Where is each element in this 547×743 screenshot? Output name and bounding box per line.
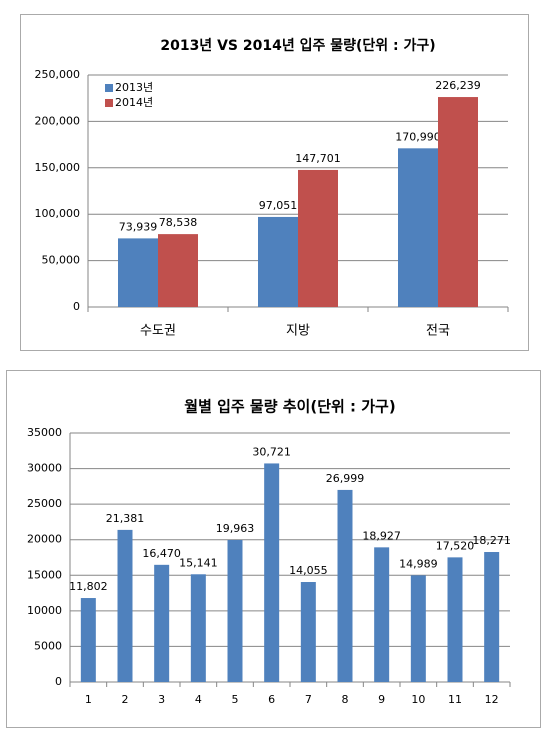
data-label: 170,990 — [395, 130, 441, 143]
data-label: 97,051 — [259, 199, 298, 212]
y-tick-label: 5000 — [34, 639, 62, 652]
data-label: 19,963 — [216, 522, 255, 535]
legend-label: 2014년 — [115, 96, 153, 109]
chart-title: 월별 입주 물량 추이(단위 : 가구) — [184, 398, 395, 416]
chart-title: 2013년 VS 2014년 입주 물량(단위 : 가구) — [160, 37, 435, 54]
data-label: 226,239 — [435, 79, 481, 92]
bar — [398, 148, 438, 307]
x-tick-label: 10 — [411, 693, 425, 706]
legend-swatch — [105, 99, 113, 107]
y-tick-label: 50,000 — [42, 254, 81, 267]
data-label: 15,141 — [179, 556, 218, 569]
x-tick-label: 7 — [305, 693, 312, 706]
y-tick-label: 150,000 — [35, 161, 81, 174]
bar — [118, 238, 158, 307]
data-label: 16,470 — [142, 547, 181, 560]
x-tick-label: 5 — [232, 693, 239, 706]
x-tick-label: 2 — [122, 693, 129, 706]
data-label: 78,538 — [159, 216, 198, 229]
y-tick-label: 10000 — [27, 604, 62, 617]
data-label: 26,999 — [326, 472, 365, 485]
x-tick-label: 11 — [448, 693, 462, 706]
y-tick-label: 30000 — [27, 462, 62, 475]
data-label: 18,927 — [362, 529, 401, 542]
x-tick-label: 지방 — [286, 324, 310, 339]
y-tick-label: 25000 — [27, 497, 62, 510]
x-tick-label: 전국 — [426, 324, 450, 339]
x-tick-label: 4 — [195, 693, 202, 706]
x-tick-label: 12 — [485, 693, 499, 706]
x-tick-label: 수도권 — [140, 324, 176, 339]
data-label: 30,721 — [252, 445, 291, 458]
y-tick-label: 20000 — [27, 533, 62, 546]
bar — [374, 547, 390, 682]
legend-swatch — [105, 84, 113, 92]
bar — [447, 557, 463, 682]
bar — [227, 539, 243, 682]
data-label: 14,055 — [289, 564, 328, 577]
y-tick-label: 0 — [73, 300, 80, 313]
bar — [190, 574, 206, 682]
data-label: 18,271 — [472, 534, 511, 547]
y-tick-label: 250,000 — [35, 68, 81, 81]
bar — [410, 575, 426, 682]
data-label: 14,989 — [399, 557, 438, 570]
y-tick-label: 15000 — [27, 568, 62, 581]
bar — [80, 598, 96, 682]
bar — [337, 489, 353, 682]
bar — [438, 97, 478, 308]
bar — [158, 234, 198, 307]
data-label: 73,939 — [119, 220, 158, 233]
y-tick-label: 100,000 — [35, 207, 81, 220]
x-tick-label: 8 — [342, 693, 349, 706]
bar — [117, 529, 133, 682]
y-tick-label: 35000 — [27, 426, 62, 439]
bar — [264, 463, 280, 682]
data-label: 21,381 — [106, 512, 145, 525]
bar — [154, 564, 170, 682]
y-tick-label: 0 — [55, 675, 62, 688]
data-label: 11,802 — [69, 580, 108, 593]
x-tick-label: 1 — [85, 693, 92, 706]
bar — [258, 216, 298, 307]
data-label: 147,701 — [295, 152, 341, 165]
x-tick-label: 9 — [378, 693, 385, 706]
bar — [484, 552, 500, 682]
y-tick-label: 200,000 — [35, 114, 81, 127]
bar — [300, 582, 316, 682]
data-label: 17,520 — [436, 539, 475, 552]
bar — [298, 169, 338, 307]
x-tick-label: 6 — [268, 693, 275, 706]
x-tick-label: 3 — [158, 693, 165, 706]
legend-label: 2013년 — [115, 81, 153, 94]
